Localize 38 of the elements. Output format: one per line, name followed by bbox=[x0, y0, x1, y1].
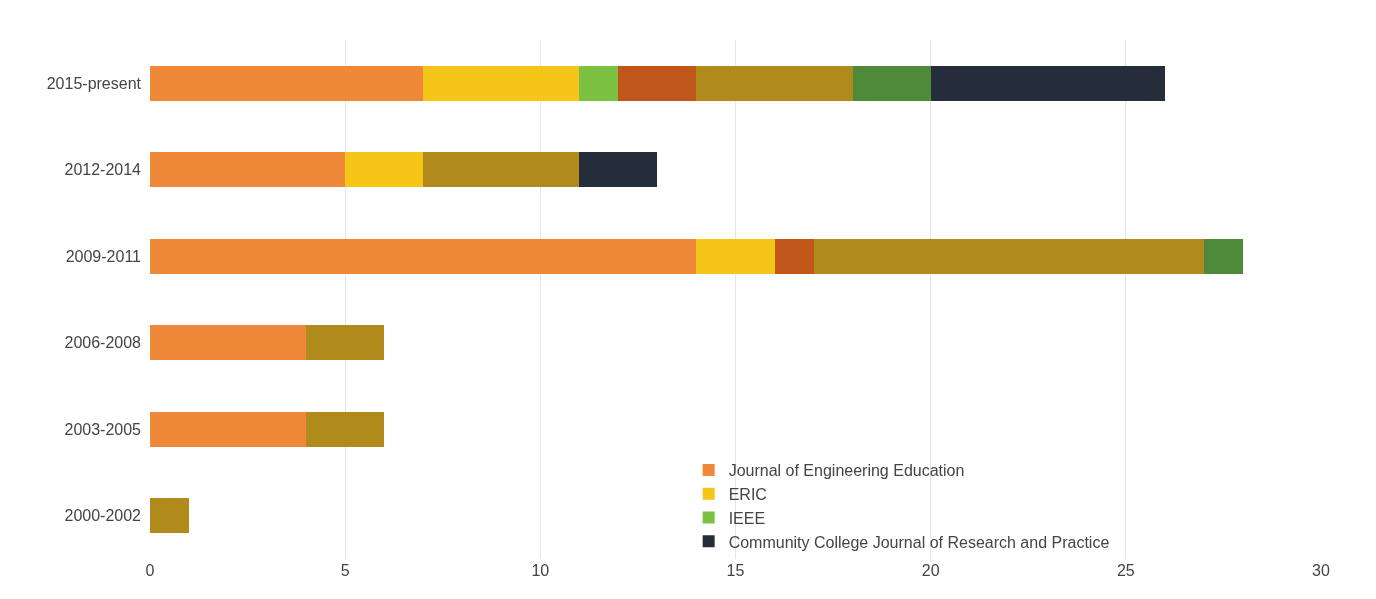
bar bbox=[150, 65, 424, 101]
bar bbox=[813, 238, 1204, 274]
bar bbox=[852, 65, 931, 101]
bar bbox=[150, 498, 190, 534]
x-tick-label: 5 bbox=[340, 562, 350, 579]
y-tick-label: 2006-2008 bbox=[64, 334, 142, 352]
x-tick-label: 0 bbox=[145, 562, 155, 579]
bar bbox=[150, 152, 346, 188]
legend-label: Community College Journal of Research and Practice bbox=[728, 533, 1110, 551]
bar bbox=[345, 152, 424, 188]
bar bbox=[150, 411, 307, 447]
bar bbox=[423, 65, 580, 101]
bar bbox=[696, 65, 853, 101]
bar bbox=[930, 65, 1165, 101]
y-tick-label: 2012-2014 bbox=[64, 161, 142, 179]
y-tick-label: 2003-2005 bbox=[64, 420, 142, 438]
legend-label: Journal of Engineering Education bbox=[728, 462, 965, 480]
y-tick-label: 2009-2011 bbox=[65, 247, 142, 265]
bar bbox=[306, 325, 385, 361]
legend-label: IEEE bbox=[728, 509, 766, 527]
x-tick-label: 25 bbox=[1116, 562, 1135, 579]
x-tick-label: 10 bbox=[531, 562, 550, 579]
bar bbox=[579, 65, 619, 101]
bar bbox=[306, 411, 385, 447]
bar bbox=[696, 238, 775, 274]
x-tick-label: 20 bbox=[921, 562, 940, 579]
legend-label: ERIC bbox=[728, 485, 767, 503]
y-tick-label: 2000-2002 bbox=[64, 507, 142, 525]
bar bbox=[774, 238, 814, 274]
y-tick-label: 2015-present bbox=[46, 74, 142, 92]
x-tick-label: 30 bbox=[1312, 562, 1330, 579]
bar bbox=[1203, 238, 1243, 274]
bar bbox=[618, 65, 697, 101]
bar bbox=[150, 238, 697, 274]
x-tick-label: 15 bbox=[726, 562, 745, 579]
bar bbox=[423, 152, 580, 188]
bar bbox=[150, 325, 307, 361]
bar bbox=[579, 152, 658, 188]
